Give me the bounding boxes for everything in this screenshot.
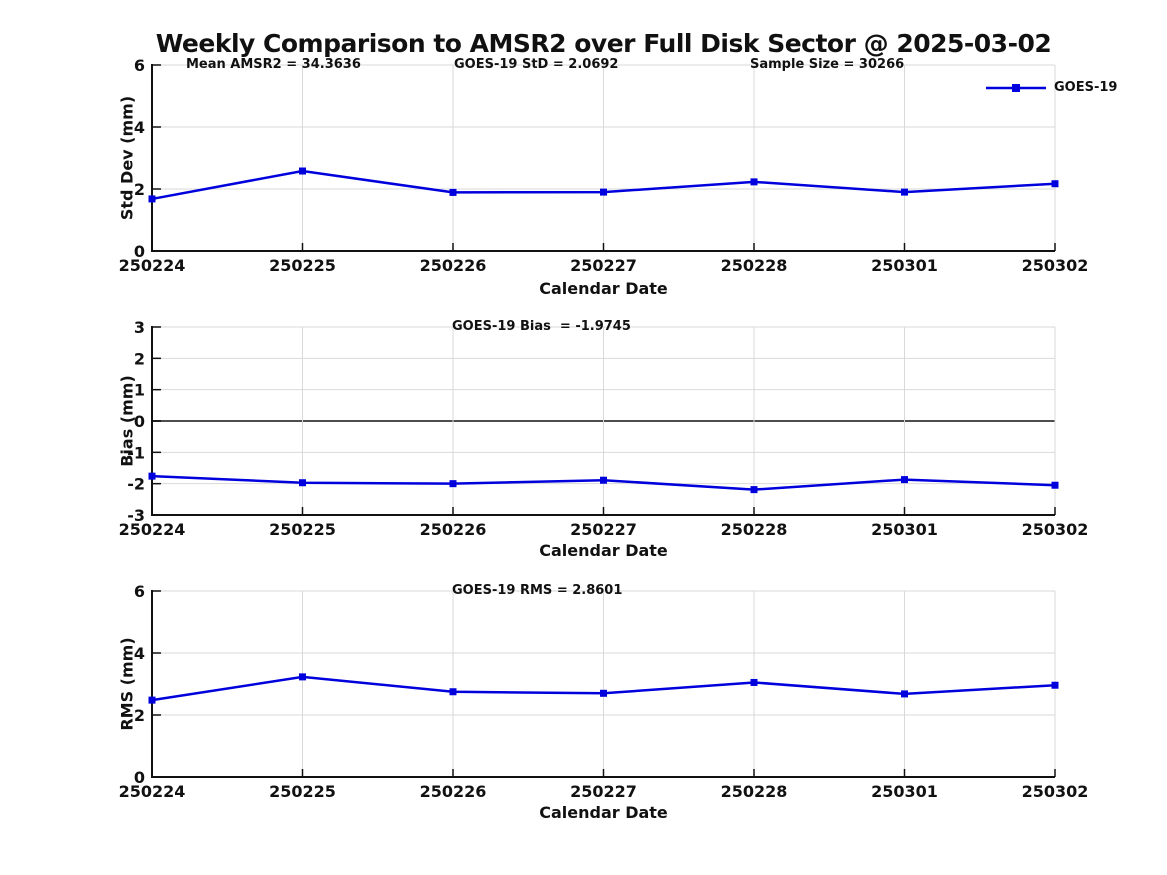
data-point-marker bbox=[148, 472, 156, 480]
data-point-marker bbox=[1051, 180, 1059, 188]
x-tick-label: 250224 bbox=[119, 782, 186, 801]
y-tick-label: 0 bbox=[134, 768, 145, 787]
sample-size-annotation: Sample Size = 30266 bbox=[750, 57, 905, 72]
data-point-marker bbox=[449, 188, 457, 196]
stddev-y-axis-label: Std Dev (mm) bbox=[117, 95, 137, 221]
data-point-marker bbox=[750, 486, 758, 494]
data-point-marker bbox=[1051, 681, 1059, 689]
data-point-marker bbox=[750, 178, 758, 186]
x-tick-label: 250227 bbox=[570, 520, 637, 539]
x-tick-label: 250228 bbox=[721, 256, 788, 275]
y-tick-label: 0 bbox=[134, 242, 145, 261]
data-point-marker bbox=[299, 673, 306, 681]
y-tick-label: 4 bbox=[134, 644, 145, 663]
data-point-marker bbox=[901, 690, 908, 698]
data-point-marker bbox=[901, 476, 908, 484]
data-point-marker bbox=[750, 678, 758, 686]
x-tick-label: 250302 bbox=[1022, 256, 1089, 275]
y-tick-label: -3 bbox=[127, 506, 145, 525]
y-tick-label: 1 bbox=[134, 381, 145, 400]
y-tick-label: 6 bbox=[134, 582, 145, 601]
x-tick-label: 250224 bbox=[119, 520, 186, 539]
x-tick-label: 250228 bbox=[721, 782, 788, 801]
rms-x-axis-label: Calendar Date bbox=[539, 803, 668, 822]
x-tick-label: 250226 bbox=[420, 520, 487, 539]
y-tick-label: 2 bbox=[134, 349, 145, 368]
y-tick-label: 6 bbox=[134, 56, 145, 75]
goes19-std-annotation: GOES-19 StD = 2.0692 bbox=[454, 57, 619, 72]
y-tick-label: 0 bbox=[134, 412, 145, 431]
x-tick-label: 250227 bbox=[570, 782, 637, 801]
y-tick-label: 2 bbox=[134, 706, 145, 725]
rms-y-axis-label: RMS (mm) bbox=[117, 637, 137, 731]
rms-plot: 0 2 4 6 250224 250225 250226 250227 250228 250301… bbox=[119, 582, 1089, 801]
goes19-bias-annotation: GOES-19 Bias = -1.9745 bbox=[452, 319, 631, 334]
y-tick-label: 4 bbox=[134, 118, 145, 137]
x-tick-label: 250301 bbox=[871, 256, 938, 275]
figure-title: Weekly Comparison to AMSR2 over Full Dis… bbox=[155, 29, 1052, 58]
x-tick-label: 250225 bbox=[269, 256, 336, 275]
legend-label: GOES-19 bbox=[1054, 80, 1118, 95]
stddev-x-axis-label: Calendar Date bbox=[539, 279, 668, 298]
data-point-marker bbox=[449, 688, 457, 696]
x-tick-label: 250302 bbox=[1022, 782, 1089, 801]
data-point-marker bbox=[299, 479, 306, 487]
x-tick-label: 250226 bbox=[420, 256, 487, 275]
legend-line-marker-icon bbox=[986, 83, 1046, 92]
data-point-marker bbox=[148, 195, 156, 203]
data-point-marker bbox=[1051, 481, 1059, 489]
mean-amsr2-annotation: Mean AMSR2 = 34.3636 bbox=[186, 57, 361, 72]
x-tick-label: 250226 bbox=[420, 782, 487, 801]
y-tick-label: -2 bbox=[127, 475, 145, 494]
bias-y-axis-label: Bias (mm) bbox=[117, 375, 137, 467]
y-tick-label: -1 bbox=[127, 443, 145, 462]
data-point-marker bbox=[299, 167, 306, 175]
bias-x-axis-label: Calendar Date bbox=[539, 541, 668, 560]
x-tick-label: 250301 bbox=[871, 520, 938, 539]
y-tick-label: 2 bbox=[134, 180, 145, 199]
data-point-marker bbox=[600, 476, 607, 484]
x-tick-label: 250302 bbox=[1022, 520, 1089, 539]
data-point-marker bbox=[148, 696, 156, 704]
x-tick-label: 250227 bbox=[570, 256, 637, 275]
bias-plot: -3 -2 -1 0 1 2 3 250224 250225 250226 250227 250228… bbox=[119, 318, 1089, 539]
legend: GOES-19 bbox=[985, 79, 1117, 96]
data-point-marker bbox=[600, 689, 607, 697]
data-point-marker bbox=[449, 480, 457, 488]
stddev-plot: 0 2 4 6 250224 250225 250226 250227 250228 250301… bbox=[119, 56, 1089, 275]
data-point-marker bbox=[901, 188, 908, 196]
x-tick-label: 250225 bbox=[269, 782, 336, 801]
x-tick-label: 250225 bbox=[269, 520, 336, 539]
y-tick-label: 3 bbox=[134, 318, 145, 337]
goes19-rms-annotation: GOES-19 RMS = 2.8601 bbox=[452, 583, 623, 598]
x-tick-label: 250224 bbox=[119, 256, 186, 275]
x-tick-label: 250228 bbox=[721, 520, 788, 539]
x-tick-label: 250301 bbox=[871, 782, 938, 801]
data-point-marker bbox=[600, 188, 607, 196]
